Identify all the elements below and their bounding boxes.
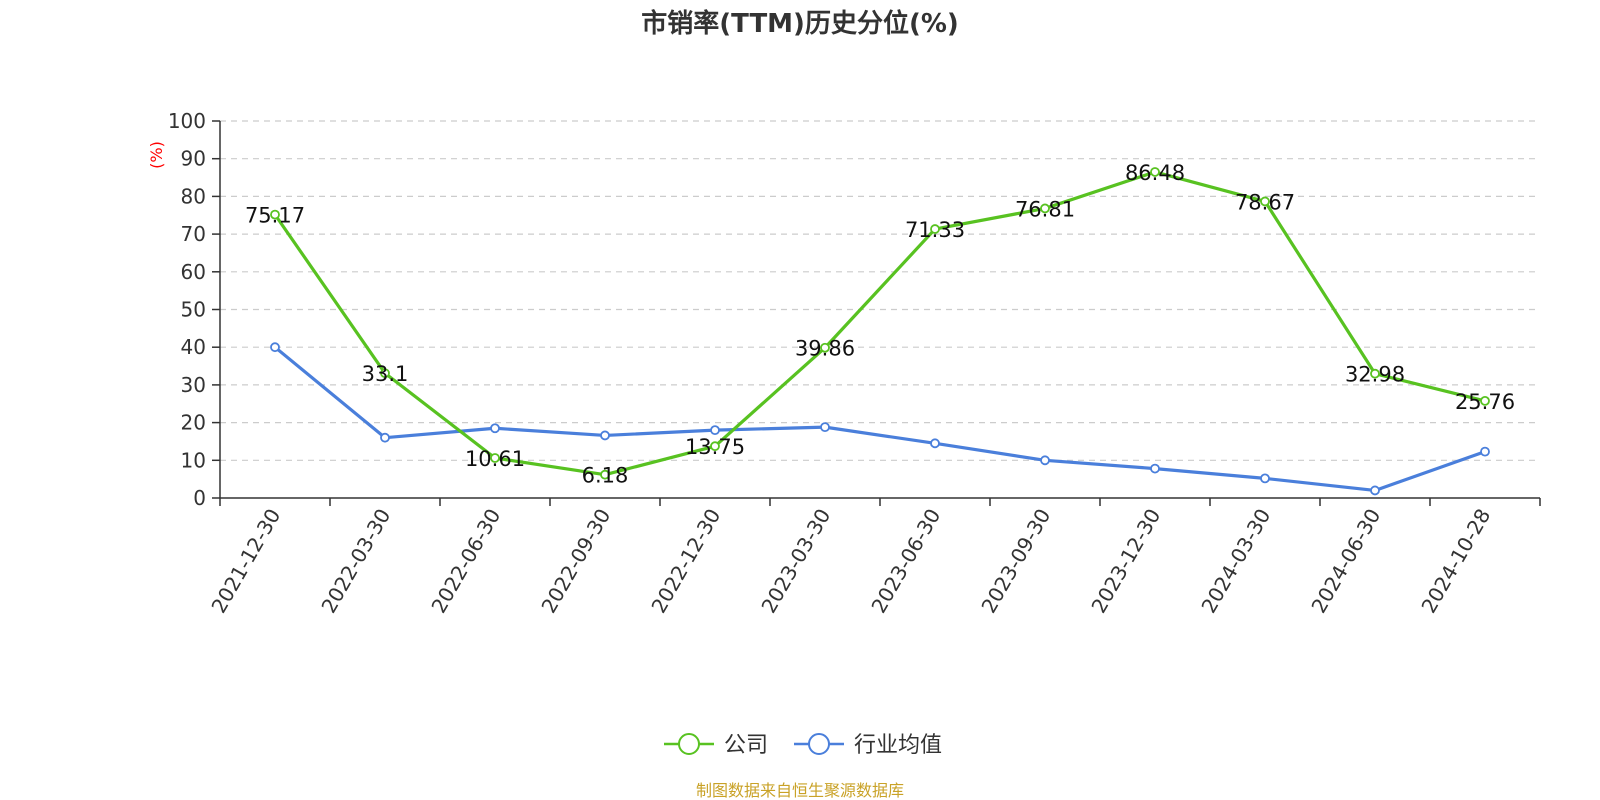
data-point[interactable] bbox=[930, 224, 940, 234]
data-point[interactable] bbox=[820, 422, 830, 433]
y-tick-label: 40 bbox=[181, 335, 206, 359]
legend[interactable]: 公司 行业均值 bbox=[664, 733, 942, 758]
source-note: 制图数据来自恒生聚源数据库 bbox=[696, 781, 904, 800]
series-line-0 bbox=[273, 170, 1486, 477]
x-tick-label: 2023-03-30 bbox=[756, 505, 835, 618]
data-point[interactable] bbox=[270, 209, 280, 220]
data-label: 75.17 bbox=[245, 204, 305, 228]
y-tick-label: 0 bbox=[193, 486, 206, 510]
data-point[interactable] bbox=[1150, 167, 1160, 177]
data-label: 71.33 bbox=[905, 218, 965, 242]
y-tick-label: 70 bbox=[181, 222, 206, 246]
data-point[interactable] bbox=[490, 423, 500, 434]
data-label: 25.76 bbox=[1455, 390, 1515, 414]
series-line-1 bbox=[273, 345, 1486, 493]
legend-item-1[interactable]: 行业均值 bbox=[794, 733, 942, 758]
x-tick-label: 2023-06-30 bbox=[866, 505, 945, 618]
data-label: 86.48 bbox=[1125, 161, 1185, 185]
series-lines bbox=[270, 167, 1490, 496]
x-tick-label: 2021-12-30 bbox=[206, 505, 285, 618]
data-point[interactable] bbox=[270, 342, 280, 353]
data-point[interactable] bbox=[1040, 455, 1050, 466]
data-point[interactable] bbox=[600, 430, 610, 441]
data-point[interactable] bbox=[820, 342, 830, 353]
x-tick-label: 2024-03-30 bbox=[1196, 505, 1275, 618]
data-point[interactable] bbox=[1480, 446, 1490, 457]
data-point[interactable] bbox=[710, 425, 720, 436]
x-tick-label: 2024-10-28 bbox=[1416, 505, 1495, 618]
y-tick-label: 30 bbox=[181, 373, 206, 397]
data-point[interactable] bbox=[600, 469, 610, 480]
legend-marker bbox=[678, 733, 700, 755]
data-point[interactable] bbox=[930, 438, 940, 449]
legend-label: 行业均值 bbox=[854, 733, 942, 758]
y-tick-label: 10 bbox=[181, 448, 206, 472]
x-tick-label: 2022-09-30 bbox=[536, 505, 615, 618]
data-point[interactable] bbox=[1260, 196, 1270, 207]
data-label: 33.1 bbox=[362, 362, 409, 386]
data-label: 10.61 bbox=[465, 447, 525, 471]
data-label: 78.67 bbox=[1235, 190, 1295, 214]
legend-label: 公司 bbox=[724, 733, 768, 758]
data-point[interactable] bbox=[1480, 395, 1490, 406]
data-point[interactable] bbox=[490, 453, 500, 463]
data-point[interactable] bbox=[1260, 473, 1270, 484]
x-tick-label: 2022-03-30 bbox=[316, 505, 395, 618]
grid-lines bbox=[220, 120, 1540, 461]
data-label: 76.81 bbox=[1015, 197, 1075, 221]
y-tick-label: 50 bbox=[181, 298, 206, 322]
data-point[interactable] bbox=[1040, 203, 1050, 214]
data-label: 13.75 bbox=[685, 435, 745, 459]
legend-marker bbox=[808, 733, 830, 755]
legend-item-0[interactable]: 公司 bbox=[664, 733, 768, 758]
y-tick-label: 80 bbox=[181, 184, 206, 208]
x-tick-label: 2023-12-30 bbox=[1086, 505, 1165, 618]
y-tick-label: 90 bbox=[181, 147, 206, 171]
data-point[interactable] bbox=[1370, 485, 1380, 496]
y-tick-label: 100 bbox=[168, 109, 206, 133]
y-tick-label: 60 bbox=[181, 260, 206, 284]
data-point[interactable] bbox=[380, 432, 390, 443]
data-point[interactable] bbox=[710, 441, 720, 452]
data-label: 39.86 bbox=[795, 337, 855, 361]
data-label: 6.18 bbox=[582, 464, 629, 488]
y-axis-unit: (%) bbox=[147, 141, 166, 169]
data-labels: 75.17 33.1 10.61 6.18 13.75 39.86 71.33 76.81 86… bbox=[245, 161, 1515, 488]
x-tick-label: 2022-12-30 bbox=[646, 505, 725, 618]
data-point[interactable] bbox=[1150, 463, 1160, 474]
x-tick-label: 2024-06-30 bbox=[1306, 505, 1385, 618]
data-point[interactable] bbox=[1370, 368, 1380, 379]
x-tick-label: 2023-09-30 bbox=[976, 505, 1055, 618]
data-label: 32.98 bbox=[1345, 363, 1405, 387]
chart-title: 市销率(TTM)历史分位(%) bbox=[641, 8, 959, 39]
data-point[interactable] bbox=[380, 368, 390, 379]
y-tick-label: 20 bbox=[181, 411, 206, 435]
x-tick-label: 2022-06-30 bbox=[426, 505, 505, 618]
